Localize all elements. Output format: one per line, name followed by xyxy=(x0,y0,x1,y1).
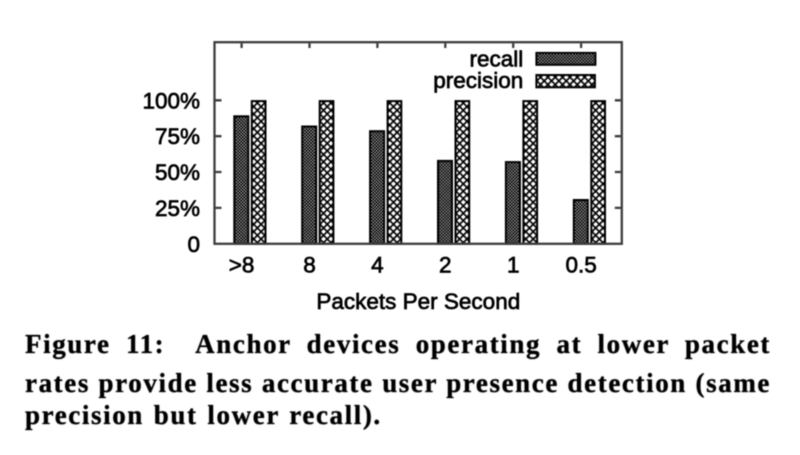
svg-text:4: 4 xyxy=(371,253,384,278)
svg-text:100%: 100% xyxy=(142,88,200,113)
svg-text:Packets Per Second: Packets Per Second xyxy=(316,289,520,314)
svg-text:precision: precision xyxy=(433,68,523,93)
svg-text:25%: 25% xyxy=(155,196,200,221)
svg-text:recall: recall xyxy=(470,46,524,71)
svg-text:50%: 50% xyxy=(155,160,200,185)
svg-text:0.5: 0.5 xyxy=(565,253,596,278)
svg-text:0: 0 xyxy=(187,232,200,257)
svg-text:8: 8 xyxy=(303,253,316,278)
svg-text:>8: >8 xyxy=(229,253,255,278)
svg-text:75%: 75% xyxy=(155,124,200,149)
svg-text:2: 2 xyxy=(439,253,452,278)
svg-text:1: 1 xyxy=(507,253,520,278)
